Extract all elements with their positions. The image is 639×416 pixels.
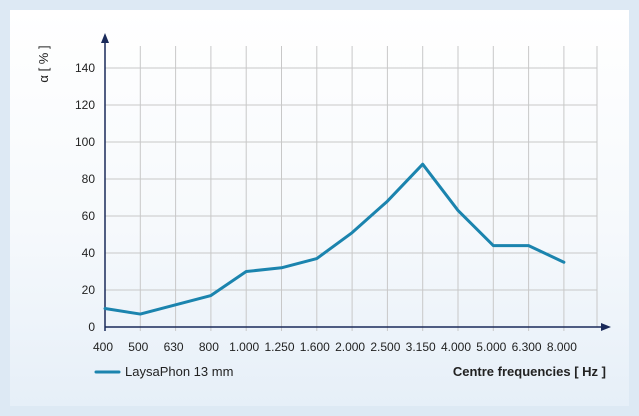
y-tick-label: 80 <box>82 172 96 186</box>
y-tick-label: 0 <box>88 320 95 334</box>
x-tick-label: 6.300 <box>512 340 542 354</box>
line-chart: 0 20 40 60 80 100 120 140 400 500 630 800 1.000 1.25… <box>36 33 611 379</box>
y-tick-label: 140 <box>75 61 95 75</box>
x-tick-label: 3.150 <box>406 340 436 354</box>
x-tick-label: 5.000 <box>476 340 506 354</box>
series-line <box>103 162 566 316</box>
x-tick-label: 800 <box>199 340 219 354</box>
y-tick-label: 40 <box>82 246 96 260</box>
x-tick-label: 500 <box>128 340 148 354</box>
x-tick-labels: 400 500 630 800 1.000 1.250 1.600 2.000 2.500 3.1… <box>93 340 577 354</box>
legend-label: LaysaPhon 13 mm <box>125 364 233 379</box>
axes <box>101 33 611 331</box>
y-tick-label: 60 <box>82 209 96 223</box>
x-axis-arrow <box>601 323 611 331</box>
y-tick-label: 20 <box>82 283 96 297</box>
series-layer <box>103 162 566 316</box>
y-axis-arrow <box>101 33 109 43</box>
x-tick-label: 1.600 <box>300 340 330 354</box>
x-tick-label: 400 <box>93 340 113 354</box>
y-tick-label: 120 <box>75 98 95 112</box>
x-tick-label: 2.000 <box>335 340 365 354</box>
x-tick-label: 630 <box>164 340 184 354</box>
grid <box>105 46 598 331</box>
x-tick-label: 4.000 <box>441 340 471 354</box>
x-axis-title: Centre frequencies [ Hz ] <box>453 364 606 379</box>
x-tick-label: 1.000 <box>229 340 259 354</box>
y-tick-label: 100 <box>75 135 95 149</box>
x-tick-label: 1.250 <box>264 340 294 354</box>
y-tick-labels: 0 20 40 60 80 100 120 140 <box>75 61 95 334</box>
y-axis-label: α [ % ] <box>36 45 51 82</box>
x-tick-label: 2.500 <box>370 340 400 354</box>
x-tick-label: 8.000 <box>547 340 577 354</box>
